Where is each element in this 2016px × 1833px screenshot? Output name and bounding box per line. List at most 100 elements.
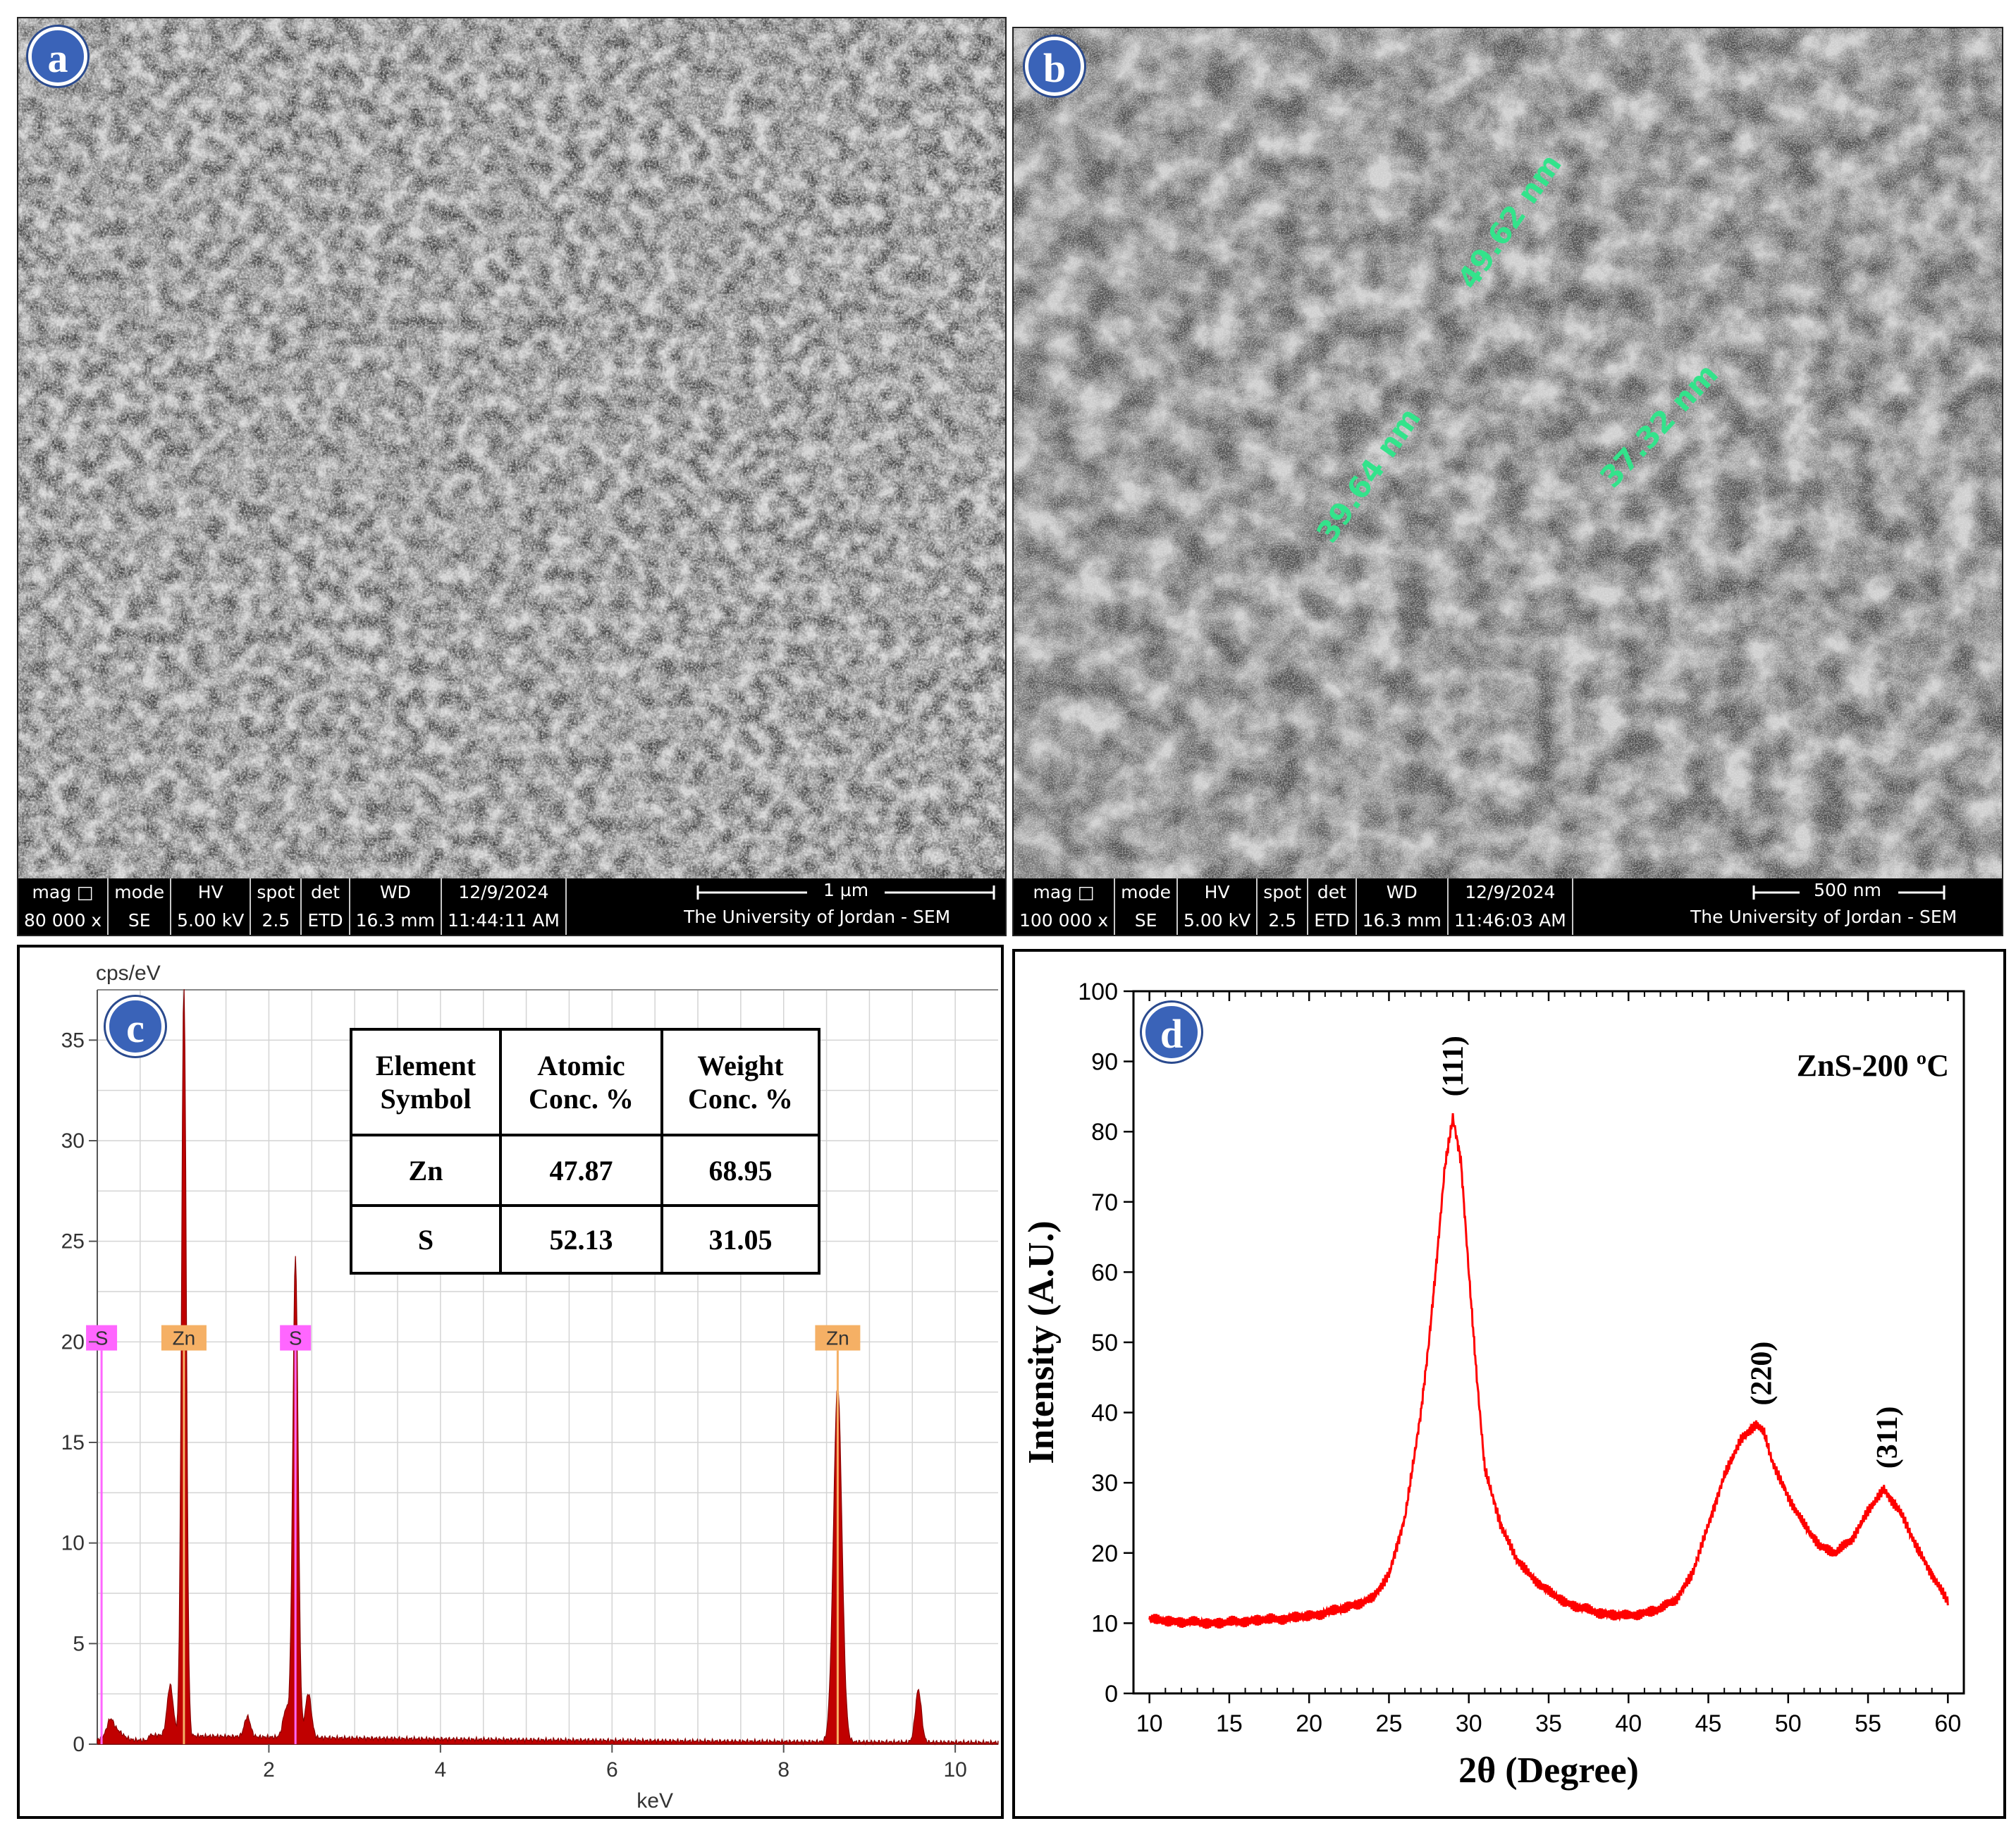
table-cell: 31.05	[660, 1204, 821, 1275]
databar-header: 12/9/2024	[441, 878, 567, 907]
element-marker-box	[815, 1325, 861, 1351]
table-header: Element Symbol	[350, 1028, 502, 1136]
databar-value: 100 000 x	[1014, 907, 1116, 935]
element-marker-label: S	[289, 1328, 302, 1349]
databar-value: 2.5	[1257, 907, 1309, 935]
databar-table-a: mag □ mode HV spot det WD 12/9/2024 80 0…	[18, 878, 567, 935]
table-header: Weight Conc. %	[660, 1028, 821, 1136]
databar-value: 2.5	[250, 907, 302, 935]
y-tick-label: 5	[73, 1632, 85, 1655]
element-marker-label: Zn	[173, 1328, 196, 1349]
y-tick-label: 80	[1091, 1119, 1118, 1146]
element-marker-box	[161, 1325, 207, 1351]
x-tick-label: 4	[435, 1758, 447, 1782]
table-cell: 47.87	[498, 1134, 663, 1207]
x-tick-label: 6	[606, 1758, 618, 1782]
xrd-series-line	[1148, 1113, 1949, 1629]
sem-panel-b: 49.62 nm 39.64 nm 37.32 nm mag □ mode HV…	[1012, 27, 2003, 936]
element-marker-box	[280, 1325, 312, 1351]
sem-texture-b	[1014, 28, 2002, 881]
y-tick-label: 60	[1091, 1259, 1118, 1286]
x-tick-label: 50	[1775, 1710, 1802, 1737]
x-tick-label: 2	[263, 1758, 275, 1782]
x-tick-label: 60	[1934, 1710, 1961, 1737]
table-row: Zn 47.87 68.95	[350, 1134, 821, 1207]
sem-databar-a: mag □ mode HV spot det WD 12/9/2024 80 0…	[18, 878, 1005, 935]
databar-header: mode	[108, 878, 172, 907]
table-cell: S	[350, 1204, 502, 1275]
databar-header: WD	[1356, 878, 1449, 907]
element-marker-label: S	[95, 1328, 109, 1349]
databar-value: 16.3 mm	[1356, 907, 1449, 935]
eds-panel-c: S Zn S Zn 0 5 10 15 20 25 30 35 2 4 6 8 10 cps/eV keV Elem…	[17, 945, 1004, 1819]
y-tick-label: 0	[73, 1733, 85, 1756]
x-tick-label: 25	[1376, 1710, 1403, 1737]
y-tick-label: 25	[61, 1230, 85, 1253]
table-cell: 52.13	[498, 1204, 663, 1275]
databar-header: 12/9/2024	[1447, 878, 1573, 907]
composition-table: Element Symbol Atomic Conc. % Weight Conc. …	[350, 1028, 821, 1275]
y-axis-label: Intensity (A.U.)	[1021, 1220, 1062, 1464]
databar-value: 11:44:11 AM	[441, 907, 567, 935]
scale-label-a: 1 µm	[823, 880, 869, 900]
x-axis-label: 2θ (Degree)	[1458, 1751, 1639, 1791]
sem-databar-b: mag □ mode HV spot det WD 12/9/2024 100 …	[1014, 878, 2002, 935]
y-tick-label: 40	[1091, 1400, 1118, 1427]
panel-label-b: b	[1025, 37, 1084, 96]
databar-value: SE	[1114, 907, 1179, 935]
y-tick-label: 30	[1091, 1470, 1118, 1497]
x-tick-label: 8	[777, 1758, 789, 1782]
peak-label: (220)	[1745, 1342, 1778, 1406]
databar-value: ETD	[301, 907, 350, 935]
databar-header: mag □	[1014, 878, 1116, 907]
databar-header: spot	[1257, 878, 1309, 907]
scale-bar-b: 500 nm The University of Jordan - SEM	[1690, 878, 2002, 935]
databar-header: mag □	[18, 878, 109, 907]
table-cell: Zn	[350, 1134, 502, 1207]
y-tick-label: 20	[1091, 1540, 1118, 1567]
sem-texture-a	[18, 18, 1005, 881]
x-tick-label: 10	[943, 1758, 966, 1782]
x-tick-label: 15	[1216, 1710, 1243, 1737]
panel-label-d: d	[1142, 1003, 1201, 1062]
databar-value: 11:46:03 AM	[1447, 907, 1573, 935]
x-tick-label: 10	[1136, 1710, 1163, 1737]
table-header: Atomic Conc. %	[498, 1028, 663, 1136]
eds-spectrum	[97, 989, 999, 1746]
y-axis-label: cps/eV	[96, 962, 161, 985]
element-marker-box	[86, 1325, 118, 1351]
y-tick-label: 15	[61, 1431, 85, 1454]
databar-header: spot	[250, 878, 302, 907]
databar-header: det	[301, 878, 350, 907]
databar-header: WD	[349, 878, 442, 907]
y-tick-label: 70	[1091, 1189, 1118, 1216]
databar-value: ETD	[1308, 907, 1357, 935]
databar-value: 5.00 kV	[1177, 907, 1258, 935]
x-axis-label: keV	[637, 1789, 673, 1813]
xrd-panel-d: 10 15 20 25 30 35 40 45 50 55 60 0 10 20 30 40 50 60 70 80 9…	[1012, 949, 2006, 1819]
y-tick-label: 90	[1091, 1049, 1118, 1076]
table-cell: 68.95	[660, 1134, 821, 1207]
scale-bar-graphic	[696, 880, 995, 904]
peak-label: (311)	[1871, 1406, 1904, 1469]
xrd-chart: 10 15 20 25 30 35 40 45 50 55 60 0 10 20 30 40 50 60 70 80 9…	[1021, 979, 1965, 1791]
panel-label-c: c	[106, 997, 165, 1056]
chart-title: ZnS-200 ºC	[1797, 1048, 1949, 1083]
y-tick-label: 20	[61, 1330, 85, 1354]
x-tick-label: 20	[1296, 1710, 1322, 1737]
y-tick-label: 10	[61, 1532, 85, 1555]
scale-label-b: 500 nm	[1814, 880, 1881, 900]
x-tick-label: 45	[1695, 1710, 1722, 1737]
databar-header: HV	[171, 878, 252, 907]
y-tick-label: 0	[1105, 1681, 1118, 1708]
databar-value: 5.00 kV	[171, 907, 252, 935]
x-tick-label: 30	[1456, 1710, 1482, 1737]
databar-header: det	[1308, 878, 1357, 907]
scale-bar-graphic	[1752, 880, 1946, 904]
sem-panel-a: mag □ mode HV spot det WD 12/9/2024 80 0…	[17, 17, 1007, 936]
databar-value: 80 000 x	[18, 907, 109, 935]
databar-value: 16.3 mm	[349, 907, 442, 935]
y-tick-label: 10	[1091, 1610, 1118, 1637]
y-tick-label: 35	[61, 1029, 85, 1052]
